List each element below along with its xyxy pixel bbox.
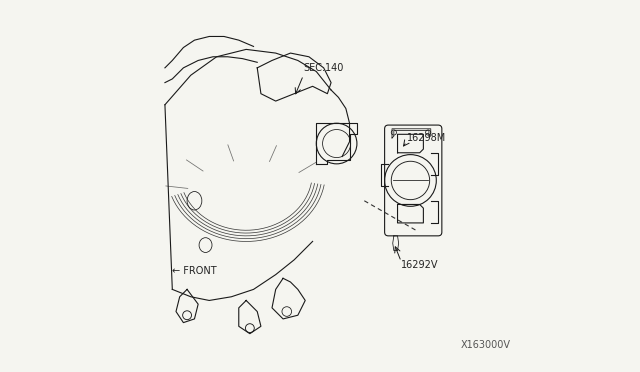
Text: X163000V: X163000V [460,340,510,350]
Text: 16298M: 16298M [407,133,446,143]
Text: ← FRONT: ← FRONT [172,266,217,276]
Text: SEC.140: SEC.140 [303,63,344,73]
Text: 16292V: 16292V [401,260,439,270]
